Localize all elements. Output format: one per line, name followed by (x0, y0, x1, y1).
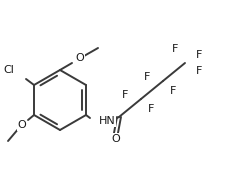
Text: O: O (76, 53, 84, 63)
Text: F: F (196, 66, 202, 76)
Text: O: O (112, 134, 120, 144)
Text: HN: HN (99, 116, 116, 126)
Text: F: F (144, 72, 150, 82)
Text: F: F (122, 90, 128, 100)
Text: F: F (196, 50, 202, 60)
Text: F: F (170, 86, 176, 96)
Text: Cl: Cl (3, 65, 14, 75)
Text: F: F (148, 104, 154, 114)
Text: F: F (172, 44, 178, 54)
Text: O: O (18, 120, 26, 130)
